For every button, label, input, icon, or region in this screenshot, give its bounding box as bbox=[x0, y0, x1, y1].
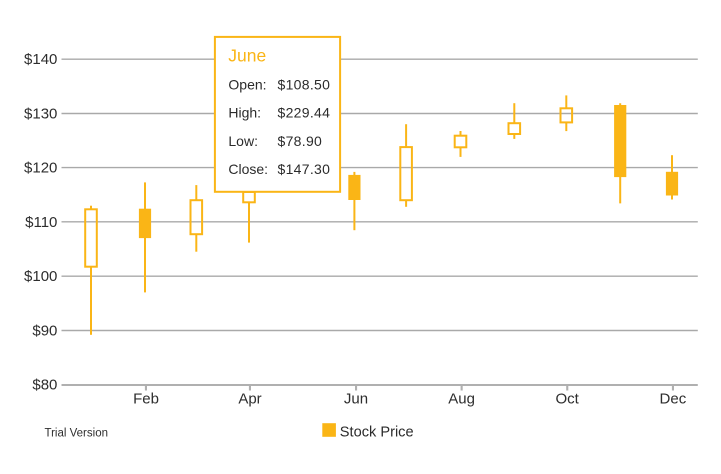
svg-text:High:: High: bbox=[228, 105, 261, 121]
svg-text:$78.90: $78.90 bbox=[278, 133, 323, 149]
svg-text:$108.50: $108.50 bbox=[278, 77, 331, 93]
svg-text:Open:: Open: bbox=[228, 77, 266, 93]
svg-text:$100: $100 bbox=[24, 268, 57, 285]
svg-text:$80: $80 bbox=[32, 377, 57, 394]
svg-text:Close:: Close: bbox=[228, 161, 268, 177]
svg-text:Stock Price: Stock Price bbox=[340, 425, 414, 441]
svg-text:Apr: Apr bbox=[238, 390, 261, 407]
svg-text:Dec: Dec bbox=[660, 390, 687, 407]
svg-text:$229.44: $229.44 bbox=[278, 105, 331, 121]
svg-text:Low:: Low: bbox=[228, 133, 258, 149]
svg-text:$120: $120 bbox=[24, 160, 57, 177]
svg-text:Jun: Jun bbox=[344, 390, 368, 407]
svg-text:Feb: Feb bbox=[133, 390, 159, 407]
svg-text:Oct: Oct bbox=[556, 390, 580, 407]
svg-text:$130: $130 bbox=[24, 105, 57, 122]
svg-text:$110: $110 bbox=[25, 214, 57, 231]
svg-text:June: June bbox=[228, 46, 266, 66]
svg-text:Trial Version: Trial Version bbox=[45, 427, 109, 439]
svg-text:$90: $90 bbox=[32, 322, 57, 339]
svg-text:$147.30: $147.30 bbox=[278, 161, 331, 177]
svg-text:Aug: Aug bbox=[448, 390, 475, 407]
svg-text:$140: $140 bbox=[24, 51, 57, 68]
